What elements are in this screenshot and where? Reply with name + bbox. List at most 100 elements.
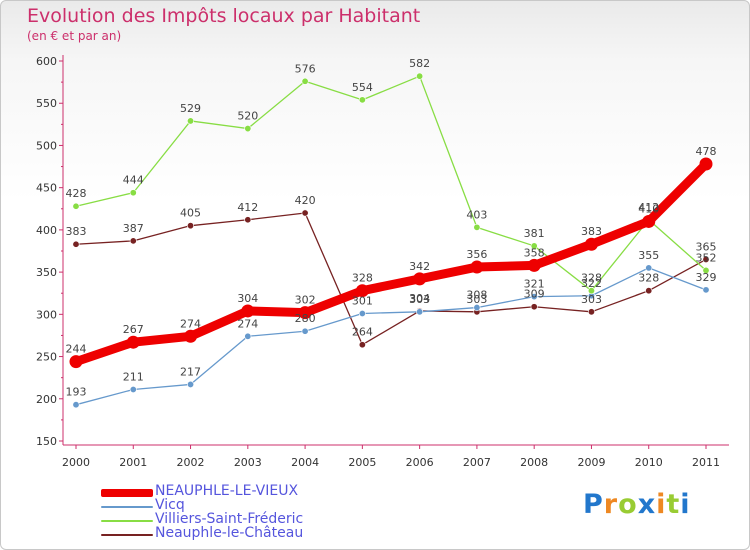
- data-label: 412: [237, 201, 258, 214]
- x-tick-label: 2007: [463, 456, 491, 469]
- logo-letter: o: [618, 489, 638, 520]
- data-label: 328: [638, 272, 659, 285]
- x-tick-label: 2004: [291, 456, 319, 469]
- proxiti-logo: Proxiti: [583, 489, 691, 520]
- data-label: 358: [524, 246, 545, 259]
- y-tick-label: 300: [36, 308, 57, 321]
- legend-swatch: [101, 534, 153, 536]
- data-point: [527, 258, 541, 272]
- data-label: 304: [237, 292, 258, 305]
- data-label: 217: [180, 365, 201, 378]
- data-label: 529: [180, 102, 201, 115]
- data-point: [587, 287, 595, 295]
- data-point: [244, 125, 252, 133]
- x-tick-label: 2003: [234, 456, 262, 469]
- data-label: 304: [409, 292, 430, 305]
- data-point: [702, 286, 710, 294]
- data-point: [301, 77, 309, 85]
- data-label: 403: [466, 208, 487, 221]
- data-point: [584, 237, 598, 251]
- data-point: [530, 242, 538, 250]
- data-label: 381: [524, 227, 545, 240]
- data-label: 328: [581, 272, 602, 285]
- legend-label: Villiers-Saint-Fréderic: [155, 511, 304, 527]
- data-point: [358, 96, 366, 104]
- data-label: 328: [352, 272, 373, 285]
- data-label: 576: [295, 62, 316, 75]
- data-label: 383: [581, 225, 602, 238]
- data-point: [187, 380, 195, 388]
- x-tick-label: 2005: [348, 456, 376, 469]
- data-point: [129, 189, 137, 197]
- data-point: [702, 255, 710, 263]
- series-line: [75, 267, 707, 406]
- data-label: 301: [352, 294, 373, 307]
- data-label: 355: [638, 249, 659, 262]
- data-label: 274: [180, 317, 201, 330]
- data-point: [358, 341, 366, 349]
- x-tick-label: 2009: [577, 456, 605, 469]
- data-label: 280: [295, 312, 316, 325]
- data-label: 211: [123, 370, 144, 383]
- data-label: 520: [237, 110, 258, 123]
- y-tick-label: 400: [36, 224, 57, 237]
- data-point: [72, 401, 80, 409]
- data-label: 444: [123, 174, 144, 187]
- data-point: [72, 240, 80, 248]
- chart-subtitle: (en € et par an): [27, 29, 122, 43]
- data-point: [129, 385, 137, 393]
- legend-label: NEAUPHLE-LE-VIEUX: [155, 483, 299, 499]
- data-label: 302: [295, 294, 316, 307]
- logo-letter: t: [666, 489, 681, 520]
- data-point: [699, 157, 713, 171]
- data-label: 387: [123, 222, 144, 235]
- data-label: 356: [466, 248, 487, 261]
- data-point: [416, 308, 424, 316]
- data-point: [72, 202, 80, 210]
- data-label: 352: [696, 251, 717, 264]
- data-label: 554: [352, 81, 373, 94]
- data-label: 342: [409, 260, 430, 273]
- logo-letter: r: [603, 489, 619, 520]
- legend-label: Vicq: [155, 497, 185, 513]
- x-tick-label: 2006: [406, 456, 434, 469]
- data-label: 193: [66, 386, 87, 399]
- data-label: 309: [524, 288, 545, 301]
- data-label: 582: [409, 57, 430, 70]
- legend-swatch: [101, 520, 153, 522]
- data-point: [301, 327, 309, 335]
- y-tick-label: 150: [36, 435, 57, 448]
- y-tick-label: 350: [36, 266, 57, 279]
- data-point: [413, 272, 427, 286]
- data-label: 303: [466, 293, 487, 306]
- logo-letter: P: [583, 489, 604, 520]
- logo-letter: i: [656, 489, 667, 520]
- data-point: [187, 117, 195, 125]
- data-label: 365: [696, 240, 717, 253]
- data-label: 274: [237, 317, 258, 330]
- logo-letter: i: [680, 489, 691, 520]
- chart-title: Evolution des Impôts locaux par Habitant: [27, 5, 421, 27]
- data-label: 308: [466, 289, 487, 302]
- data-label: 267: [123, 323, 144, 336]
- data-point: [530, 293, 538, 301]
- data-point: [645, 264, 653, 272]
- logo-letter: x: [637, 489, 657, 520]
- data-point: [358, 309, 366, 317]
- series-line: [75, 75, 707, 292]
- data-point: [473, 223, 481, 231]
- data-label: 383: [66, 225, 87, 238]
- y-tick-label: 500: [36, 139, 57, 152]
- series-line: [71, 159, 711, 367]
- y-tick-label: 600: [36, 55, 57, 68]
- data-label: 428: [66, 187, 87, 200]
- x-tick-label: 2008: [520, 456, 548, 469]
- data-label: 322: [581, 277, 602, 290]
- data-point: [184, 329, 198, 343]
- y-tick-label: 550: [36, 97, 57, 110]
- x-tick-label: 2000: [62, 456, 90, 469]
- data-point: [187, 222, 195, 230]
- data-point: [702, 266, 710, 274]
- data-point: [645, 287, 653, 295]
- data-label: 478: [696, 145, 717, 158]
